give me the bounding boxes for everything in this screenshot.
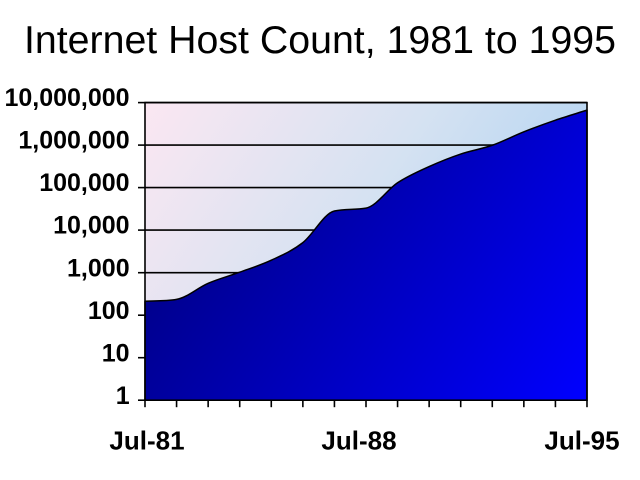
svg-text:100,000: 100,000 xyxy=(39,169,129,197)
svg-text:1,000: 1,000 xyxy=(67,254,130,282)
svg-text:10: 10 xyxy=(102,339,130,367)
svg-text:1,000,000: 1,000,000 xyxy=(18,127,129,155)
svg-text:Jul-95: Jul-95 xyxy=(544,426,619,456)
svg-text:100: 100 xyxy=(88,297,130,325)
svg-text:1: 1 xyxy=(116,382,130,410)
svg-text:10,000: 10,000 xyxy=(53,212,129,240)
svg-text:10,000,000: 10,000,000 xyxy=(4,84,129,112)
svg-text:Jul-81: Jul-81 xyxy=(109,426,184,456)
svg-text:Jul-88: Jul-88 xyxy=(321,426,396,456)
